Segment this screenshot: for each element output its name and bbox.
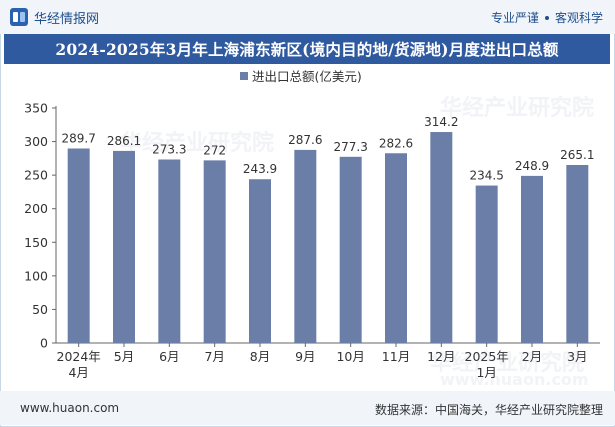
data-label: 265.1 [560, 148, 594, 162]
y-tick-label: 200 [24, 201, 48, 216]
header-tags: 专业严谨 客观科学 [491, 9, 603, 26]
y-tick-label: 100 [24, 268, 48, 283]
bar [158, 159, 181, 343]
x-tick-label: 1月 [476, 365, 496, 380]
chart-title: 2024-2025年3月年上海浦东新区(境内目的地/货源地)月度进出口总额 [4, 34, 610, 64]
x-tick-label: 7月 [204, 349, 224, 364]
bar [294, 149, 317, 343]
y-tick-label: 50 [32, 302, 48, 317]
logo-icon [10, 8, 28, 26]
data-label: 277.3 [333, 140, 367, 154]
x-tick-label: 2025年 [465, 349, 509, 364]
bar-chart: 进出口总额(亿美元) 0 50 100 150 200 250 300 350 289.7 2024… [24, 69, 600, 380]
x-tick-label: 9月 [295, 349, 315, 364]
x-tick-label: 12月 [427, 349, 455, 364]
footer-bar: www.huaon.com 数据来源：中国海关，华经产业研究院整理 [0, 391, 615, 425]
data-label: 287.6 [288, 133, 322, 147]
x-tick-label: 2月 [522, 349, 542, 364]
bar [203, 160, 226, 343]
x-tick-label: 10月 [336, 349, 364, 364]
data-label: 282.6 [379, 136, 413, 150]
bar [249, 179, 271, 343]
x-tick-label: 6月 [159, 349, 179, 364]
header-bar: 华经情报网 专业严谨 客观科学 [0, 0, 615, 34]
bar [521, 175, 543, 343]
data-label: 286.1 [107, 134, 141, 148]
brand-name: 华经情报网 [34, 11, 100, 27]
bullet-icon [544, 15, 549, 20]
bar [566, 165, 589, 343]
legend-swatch [240, 72, 248, 80]
footer-source: 数据来源：中国海关，华经产业研究院整理 [374, 403, 603, 417]
data-label: 273.3 [152, 142, 186, 156]
data-label: 248.9 [515, 159, 549, 173]
bar [113, 150, 135, 343]
brand[interactable]: 华经情报网 [10, 8, 100, 27]
data-label: 314.2 [424, 115, 458, 129]
bar [67, 148, 90, 343]
bar [475, 185, 498, 343]
y-tick-label: 250 [24, 168, 48, 183]
x-tick-label: 3月 [567, 349, 587, 364]
x-tick-label: 4月 [68, 365, 88, 380]
x-tick-label: 8月 [250, 349, 270, 364]
x-tick-label: 11月 [382, 349, 410, 364]
tag-professional: 专业严谨 [490, 11, 539, 25]
data-label: 289.7 [61, 131, 95, 145]
y-tick-label: 150 [24, 235, 48, 250]
x-tick-label: 5月 [114, 349, 134, 364]
data-label: 243.9 [243, 162, 277, 176]
bar [339, 156, 362, 343]
footer-website[interactable]: www.huaon.com [20, 401, 120, 415]
legend-label: 进出口总额(亿美元) [252, 69, 362, 84]
data-label: 272 [203, 143, 226, 157]
tag-objective: 客观科学 [554, 11, 603, 25]
y-tick-label: 0 [40, 336, 48, 351]
y-tick-label: 350 [24, 101, 48, 116]
data-label: 234.5 [469, 169, 503, 183]
x-tick-label: 2024年 [57, 349, 101, 364]
bar [430, 132, 453, 343]
y-tick-label: 300 [24, 134, 48, 149]
bar [385, 153, 407, 343]
